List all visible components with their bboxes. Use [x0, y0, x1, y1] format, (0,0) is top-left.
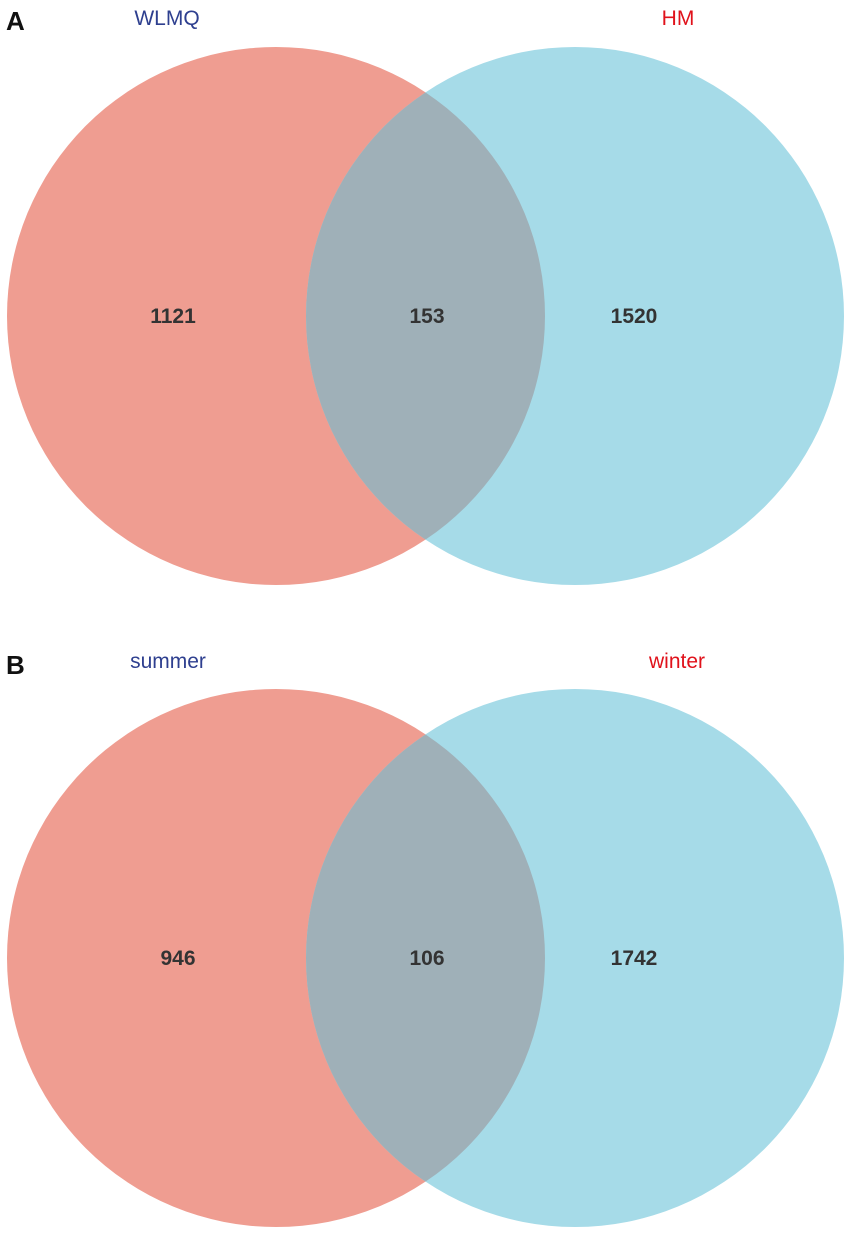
- set-label-right: winter: [648, 650, 705, 673]
- venn-diagram-b: B summer winter 946 106 1742: [6, 650, 844, 1227]
- count-overlap: 153: [409, 305, 444, 328]
- venn-diagram-a: A WLMQ HM 1121 153 1520: [6, 6, 844, 585]
- count-right-only: 1742: [611, 947, 658, 970]
- overlap-region: [306, 47, 545, 585]
- count-left-only: 1121: [150, 305, 196, 328]
- count-left-only: 946: [160, 947, 195, 970]
- set-label-right: HM: [662, 7, 695, 30]
- venn-panel-b: B summer winter 946 106 1742: [0, 640, 851, 1236]
- panel-letter: B: [6, 650, 25, 680]
- venn-panel-a: A WLMQ HM 1121 153 1520: [6, 6, 844, 585]
- count-right-only: 1520: [611, 305, 658, 328]
- count-overlap: 106: [409, 947, 444, 970]
- set-label-left: WLMQ: [134, 7, 199, 30]
- panel-letter: A: [6, 6, 25, 36]
- overlap-region: [306, 689, 545, 1227]
- set-label-left: summer: [130, 650, 206, 673]
